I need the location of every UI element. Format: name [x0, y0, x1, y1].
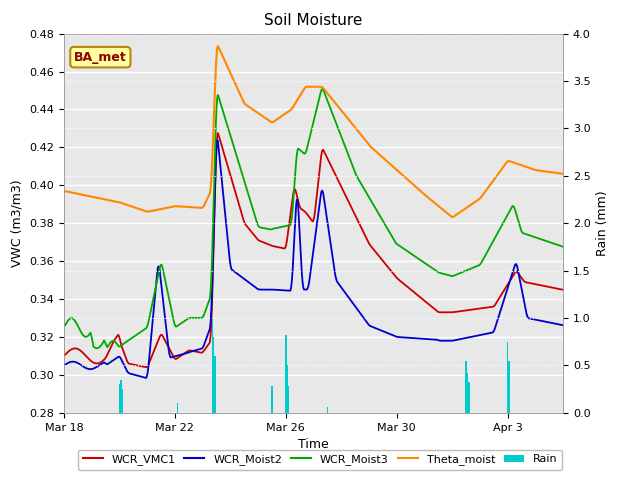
X-axis label: Time: Time: [298, 438, 329, 451]
Bar: [287, 365, 288, 413]
Bar: [468, 383, 470, 413]
Bar: [214, 356, 216, 413]
Title: Soil Moisture: Soil Moisture: [264, 13, 363, 28]
Legend: WCR_VMC1, WCR_Moist2, WCR_Moist3, Theta_moist, Rain: WCR_VMC1, WCR_Moist2, WCR_Moist3, Theta_…: [78, 450, 562, 469]
Y-axis label: VWC (m3/m3): VWC (m3/m3): [11, 180, 24, 267]
Bar: [288, 386, 289, 413]
Bar: [119, 384, 120, 413]
Bar: [507, 342, 508, 413]
Bar: [508, 360, 510, 413]
Bar: [465, 360, 467, 413]
Bar: [120, 380, 122, 413]
Bar: [122, 389, 123, 413]
Bar: [177, 403, 179, 413]
Y-axis label: Rain (mm): Rain (mm): [596, 191, 609, 256]
Bar: [467, 373, 468, 413]
Bar: [213, 337, 214, 413]
Bar: [271, 386, 273, 413]
Text: BA_met: BA_met: [74, 51, 127, 64]
Bar: [285, 335, 287, 413]
Bar: [212, 318, 213, 413]
Bar: [327, 407, 328, 413]
